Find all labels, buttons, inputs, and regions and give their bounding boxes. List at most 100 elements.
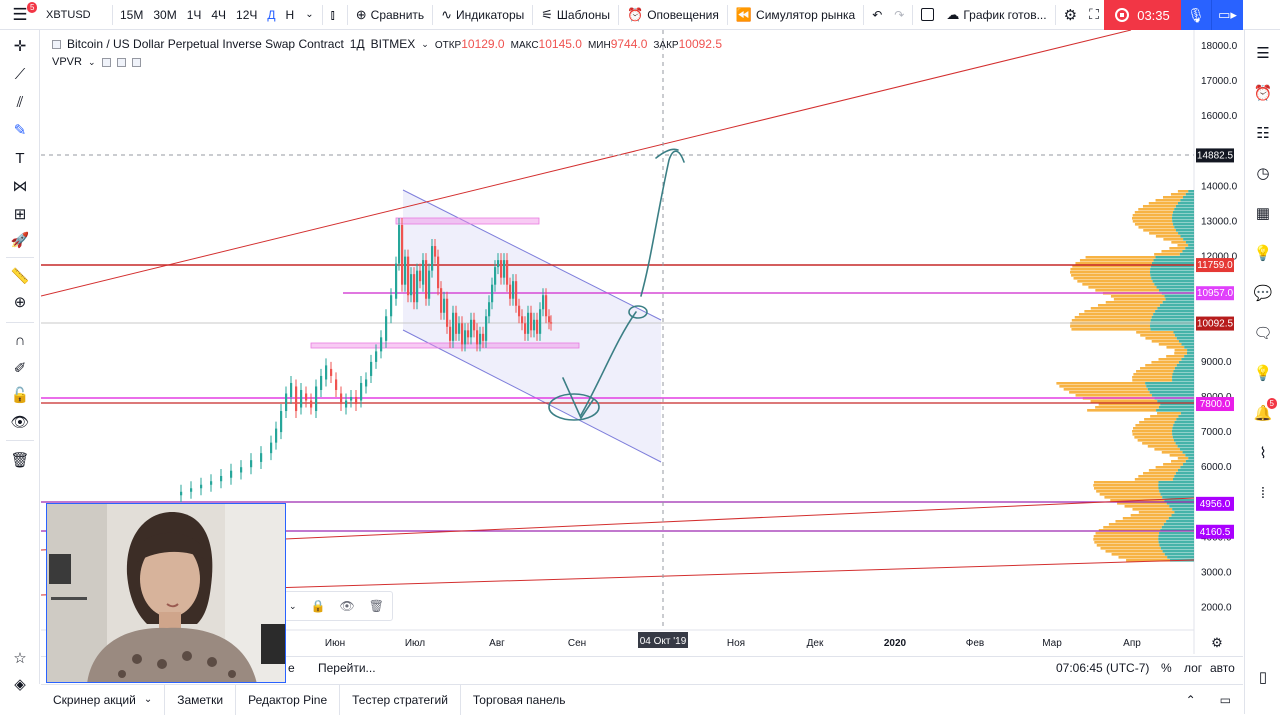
- settings-button[interactable]: ⚙: [1058, 0, 1083, 30]
- data-window-icon[interactable]: ☷: [1256, 125, 1270, 142]
- indicator-name[interactable]: VPVR: [52, 56, 82, 68]
- ruler-icon[interactable]: 📏: [10, 268, 30, 285]
- ideas-icon[interactable]: 💡: [1253, 245, 1273, 262]
- maximize-panel-button[interactable]: ▭: [1208, 685, 1243, 715]
- chat-icon[interactable]: 💬: [1253, 285, 1273, 302]
- settings-icon[interactable]: [116, 57, 126, 67]
- save-layout-button[interactable]: ☁ График готов...: [940, 0, 1052, 30]
- resolution-6[interactable]: Н: [285, 7, 295, 22]
- text-tool-icon[interactable]: T: [15, 150, 25, 167]
- candle-body: [458, 323, 461, 334]
- vp-buy-bar: [1188, 190, 1194, 193]
- chart-type-button[interactable]: ⫾: [325, 0, 345, 30]
- vp-sell-bar: [1149, 232, 1179, 235]
- pencil-lock-icon[interactable]: ✐: [13, 360, 27, 377]
- percent-toggle[interactable]: %: [1161, 661, 1172, 675]
- alerts-button[interactable]: ⏰ Оповещения: [621, 0, 725, 30]
- streams-icon[interactable]: ⌇: [1259, 445, 1267, 462]
- close-label: ЗАКР: [653, 40, 679, 51]
- trash-icon[interactable]: 🗑: [368, 599, 384, 613]
- tab-notes[interactable]: Заметки: [165, 684, 237, 715]
- microphone-button[interactable]: 🎙: [1181, 0, 1211, 30]
- chevron-down-icon[interactable]: ⌄: [421, 38, 429, 49]
- vp-buy-bar: [1176, 418, 1194, 421]
- alert-badge: 5: [1266, 398, 1277, 409]
- compare-button[interactable]: ⊕ Сравнить: [350, 0, 430, 30]
- undo-button[interactable]: ↶: [866, 0, 888, 30]
- templates-button[interactable]: ⚟ Шаблоны: [535, 0, 616, 30]
- auto-toggle[interactable]: авто: [1210, 661, 1235, 675]
- vp-buy-bar: [1173, 370, 1194, 373]
- record-button[interactable]: 03:35: [1104, 0, 1181, 30]
- symbol-search[interactable]: XBTUSD: [46, 8, 91, 21]
- trash-icon[interactable]: 🗑: [10, 452, 30, 469]
- rocket-icon[interactable]: 🚀: [10, 232, 30, 249]
- trendline-tool-icon[interactable]: ⟋: [14, 66, 26, 83]
- eye-icon[interactable]: 👁: [339, 599, 355, 613]
- crosshair-tool-icon[interactable]: ✛: [13, 38, 27, 55]
- vp-sell-bar: [1103, 526, 1162, 529]
- resolution-4[interactable]: 12Ч: [236, 7, 258, 22]
- brush-tool-icon[interactable]: ✎: [13, 122, 27, 139]
- tab-pine-editor[interactable]: Редактор Pine: [236, 684, 341, 715]
- fullscreen-button[interactable]: ⛶: [1083, 0, 1105, 30]
- price-tick: 12000.0: [1201, 252, 1238, 263]
- resolution-2[interactable]: 1Ч: [186, 7, 202, 22]
- replay-button[interactable]: ⏪ Симулятор рынка: [730, 0, 861, 30]
- close-icon[interactable]: [131, 57, 141, 67]
- fib-tool-icon[interactable]: ⫽: [16, 94, 24, 111]
- open-label: ОТКР: [434, 40, 462, 51]
- vp-buy-bar: [1172, 214, 1194, 217]
- resolution-5[interactable]: Д: [267, 7, 276, 22]
- tab-trading-panel[interactable]: Торговая панель: [461, 685, 578, 715]
- messages-icon[interactable]: 🗨: [1253, 325, 1273, 342]
- unlock-icon[interactable]: 🔓: [10, 387, 30, 404]
- pattern-tool-icon[interactable]: ⋈: [12, 178, 28, 195]
- chevron-down-icon[interactable]: ⌄: [87, 56, 96, 67]
- dots-grid-icon[interactable]: ⁞: [1260, 485, 1266, 502]
- menu-button[interactable]: ☰ 5: [0, 0, 40, 30]
- eye-toggle-icon[interactable]: [101, 57, 111, 67]
- eye-icon[interactable]: 👁: [10, 414, 30, 431]
- hotlist-icon[interactable]: ◷: [1256, 165, 1270, 182]
- indicators-button[interactable]: ∿ Индикаторы: [435, 0, 530, 30]
- log-toggle[interactable]: лог: [1184, 661, 1203, 675]
- vp-buy-bar: [1167, 556, 1194, 559]
- partial-label[interactable]: е: [288, 661, 295, 675]
- star-icon[interactable]: ☆: [13, 650, 27, 667]
- layout-select-button[interactable]: [915, 0, 940, 30]
- magnet-icon[interactable]: ∩: [14, 332, 26, 349]
- symbol-title[interactable]: Bitcoin / US Dollar Perpetual Inverse Sw…: [67, 37, 344, 51]
- resolution-3[interactable]: 4Ч: [211, 7, 227, 22]
- time-axis-ticks: Июн Июл Авг Сен Ноя Дек 2020 Фев Мар Апр: [325, 638, 1141, 649]
- lock-icon[interactable]: 🔒: [310, 599, 326, 613]
- chevron-down-icon[interactable]: ⌄: [143, 694, 153, 705]
- time-tick: Ноя: [727, 638, 745, 649]
- vp-sell-bar: [1133, 427, 1173, 430]
- resolution-1[interactable]: 30М: [153, 7, 177, 22]
- layers-icon[interactable]: ◈: [14, 676, 26, 693]
- phone-icon[interactable]: ▯: [1258, 669, 1268, 686]
- calendar-icon[interactable]: ▦: [1255, 205, 1271, 222]
- watchlist-icon[interactable]: ☰: [1256, 45, 1270, 62]
- indicators-icon: ∿: [441, 6, 453, 22]
- notifications-icon[interactable]: 🔔 5: [1251, 398, 1277, 426]
- prediction-tool-icon[interactable]: ⊞: [13, 206, 27, 223]
- clock-time[interactable]: 07:06:45 (UTC-7): [1056, 661, 1150, 675]
- candle-body: [345, 400, 348, 408]
- collapse-icon[interactable]: [52, 39, 61, 49]
- video-button[interactable]: ▭▸: [1211, 0, 1243, 30]
- collapse-panel-button[interactable]: ⌃: [1174, 685, 1208, 715]
- resolution-dropdown[interactable]: ⌄: [299, 0, 319, 30]
- redo-button[interactable]: ↷: [888, 0, 910, 30]
- zoom-in-icon[interactable]: ⊕: [13, 294, 27, 311]
- vp-sell-bar: [1069, 391, 1150, 394]
- vp-buy-bar: [1172, 373, 1194, 376]
- help-icon[interactable]: 💡: [1253, 365, 1273, 382]
- alarm-icon[interactable]: ⏰: [1253, 85, 1273, 102]
- tab-strategy-tester[interactable]: Тестер стратегий: [340, 684, 461, 715]
- goto-button[interactable]: Перейти...: [318, 661, 376, 675]
- resolution-0[interactable]: 15М: [120, 7, 144, 22]
- chevron-down-icon[interactable]: ⌄: [289, 600, 297, 611]
- tab-screener[interactable]: Скринер акций ⌄: [41, 684, 166, 715]
